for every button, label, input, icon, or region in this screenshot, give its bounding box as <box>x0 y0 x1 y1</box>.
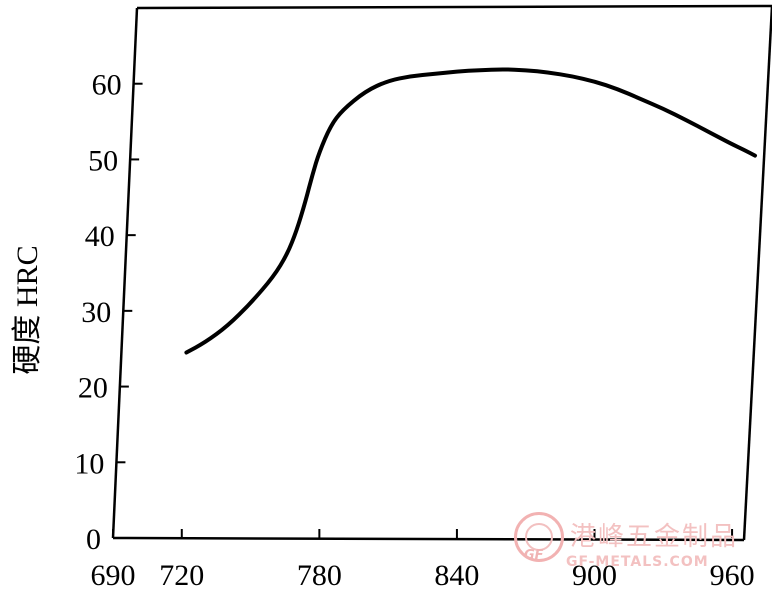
y-tick-label: 60 <box>92 69 122 102</box>
y-tick-label: 40 <box>85 220 115 253</box>
x-tick-label: 960 <box>710 559 755 590</box>
x-tick-label: 840 <box>434 559 479 590</box>
x-tick-label: 720 <box>159 559 204 590</box>
y-axis-line <box>111 7 139 539</box>
y-axis-label: 硬度 HRC <box>11 245 44 375</box>
y-tick-label: 30 <box>81 296 111 329</box>
watermark-globe-icon <box>514 512 564 562</box>
watermark-chinese-text: 港峰五金制品 <box>570 522 739 552</box>
series-line <box>184 67 757 355</box>
x-tick-label: 900 <box>572 559 617 590</box>
watermark: GF 港峰五金制品 GF-METALS.COM <box>508 510 772 580</box>
x-axis-line <box>112 536 745 542</box>
watermark-logo-text: GF <box>524 548 544 563</box>
y-tick-label: 0 <box>86 523 101 556</box>
x-tick-label: 690 <box>91 559 136 590</box>
y-tick-label: 20 <box>78 372 108 405</box>
x-tick-label: 780 <box>297 559 342 590</box>
plot-frame <box>111 4 772 542</box>
y-tick-label: 10 <box>74 447 104 480</box>
top-border <box>136 4 772 10</box>
series-layer <box>184 67 757 355</box>
watermark-english-text: GF-METALS.COM <box>566 554 709 570</box>
axis-ticks: 0 10 20 30 40 50 60 690 720 780 840 900 960 <box>74 69 754 590</box>
right-border <box>742 5 772 541</box>
y-tick-label: 50 <box>88 144 118 177</box>
